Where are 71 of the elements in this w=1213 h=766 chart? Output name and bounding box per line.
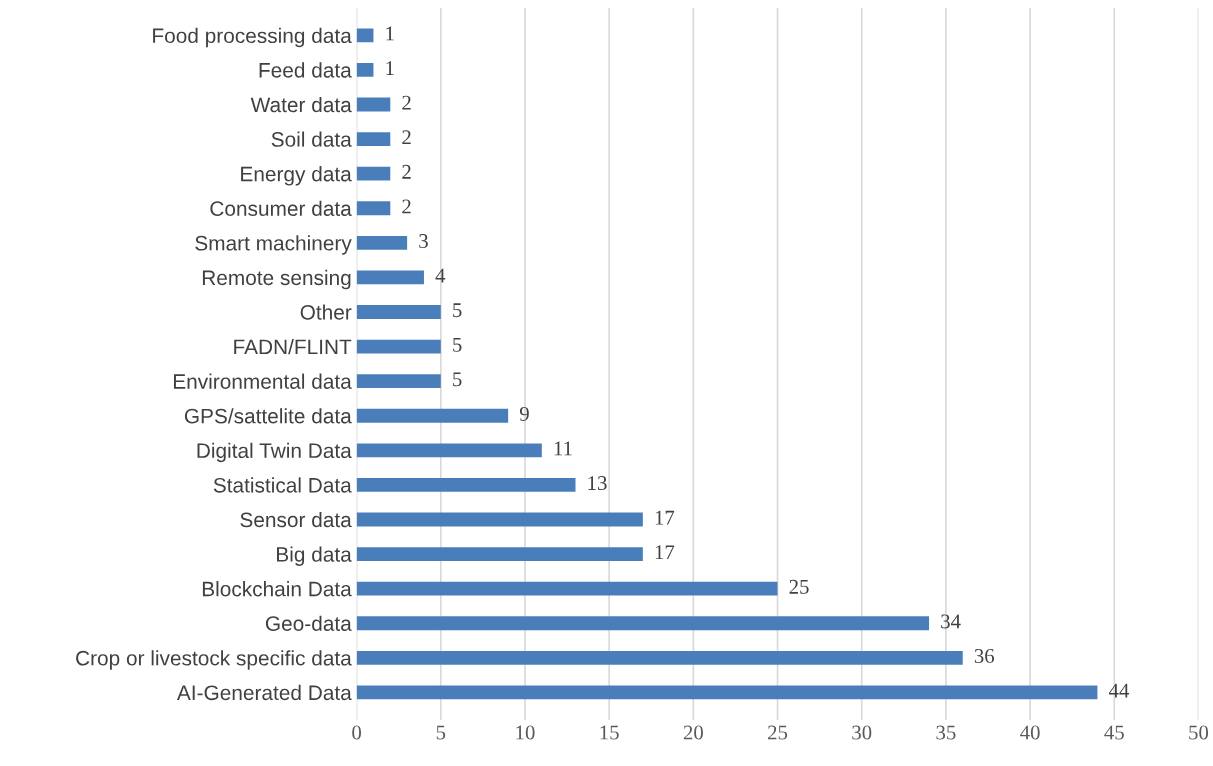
data-label: 3 [419,234,428,249]
data-label: 13 [588,476,607,491]
data-label: 17 [655,510,675,525]
data-label: 5 [453,303,462,318]
y-tick-label: Smart machinery [195,235,352,255]
bar [356,235,408,250]
y-tick-label: Energy data [241,166,352,186]
bar [356,305,441,319]
x-tick-label: 40 [1020,725,1040,740]
data-label: 4 [435,268,446,283]
y-tick-label: Feed data [259,62,352,78]
y-tick-label: Statistical Data [213,477,352,493]
bar [356,28,374,43]
bar [356,685,1098,700]
y-tick-label: GPS/sattelite data [184,408,352,424]
data-label: 36 [974,649,995,664]
data-label: 17 [655,545,675,560]
x-tick-label: 50 [1189,725,1209,740]
bar [356,443,542,458]
bar [356,477,576,492]
bar [356,201,391,216]
y-tick-label: Sensor data [240,511,352,528]
y-tick-label: Crop or livestock specific data [76,650,352,670]
bar [356,270,424,285]
bar [356,616,930,631]
data-label: 2 [402,164,411,179]
bar [356,62,374,77]
data-label: 5 [453,337,462,352]
data-label: 1 [386,61,394,75]
bar [356,512,643,527]
y-tick-label: Food processing data [153,27,352,48]
y-tick-label: Blockchain Data [202,581,352,597]
data-label: 2 [402,199,411,214]
bar [356,408,509,423]
data-label: 1 [386,26,394,41]
bar [356,581,778,596]
bar [356,374,441,389]
x-tick-label: 25 [768,725,788,740]
y-tick-label: FADN/FLINT [234,339,352,355]
data-label: 5 [453,372,462,387]
y-tick-label: Big data [277,546,352,566]
x-tick-label: 15 [600,725,619,740]
y-tick-label: Consumer data [210,200,352,216]
y-tick-label: Environmental data [173,373,352,389]
bar [356,547,643,561]
y-tick-label: Geo-data [265,615,352,631]
data-label: 2 [402,95,411,110]
y-tick-label: Water data [250,96,352,113]
data-label: 25 [789,579,809,594]
y-tick-label: Digital Twin Data [197,442,352,463]
bar [356,650,963,665]
data-label: 9 [519,406,529,421]
x-tick-label: 30 [852,725,872,740]
x-tick-label: 45 [1104,725,1124,740]
bar [356,339,441,354]
bar [356,97,391,112]
y-tick-label: Soil data [271,131,352,147]
data-label: 34 [941,614,961,629]
x-tick-label: 10 [516,725,535,740]
data-label: 2 [402,130,411,145]
y-tick-label: Other [300,304,352,320]
x-tick-label: 0 [352,725,362,740]
x-tick-label: 5 [436,725,446,740]
bar [356,166,391,181]
data-label: 44 [1108,683,1130,698]
bar [356,132,391,146]
y-tick-label: AI-Generated Data [176,684,352,701]
x-tick-label: 20 [683,725,703,740]
data-label: 11 [554,441,572,456]
y-tick-label: Remote sensing [202,269,351,290]
x-tick-label: 35 [936,725,956,740]
